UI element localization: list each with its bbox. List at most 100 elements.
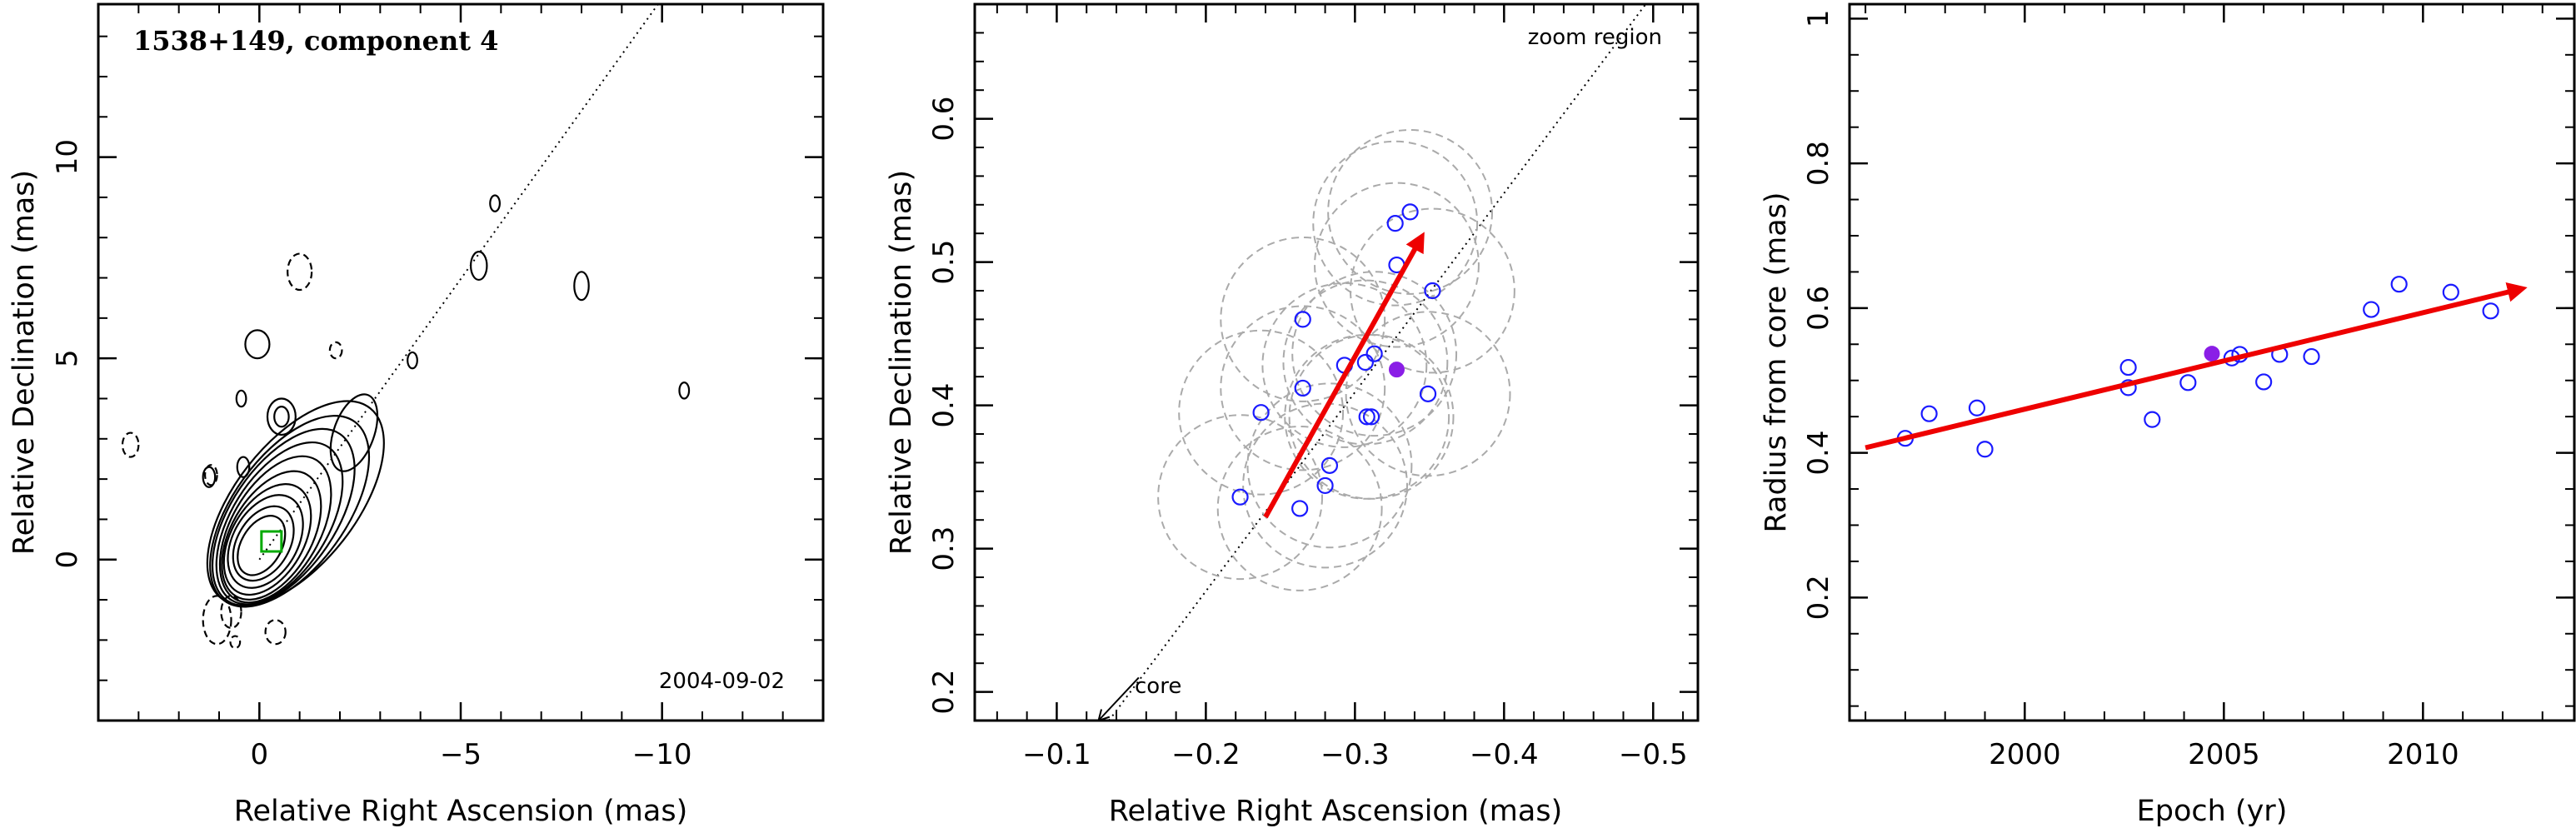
- fit-size-circle: [1220, 305, 1386, 471]
- trend-arrow: [1865, 282, 2528, 451]
- radius-point: [1920, 405, 1938, 422]
- contour: [236, 456, 251, 478]
- contour: [221, 470, 322, 601]
- radius-xtick-label: 2000: [1989, 738, 2061, 771]
- contour: [244, 329, 271, 360]
- map-xtick-label: 0: [251, 738, 269, 771]
- zoom-ytick-label: 0.3: [927, 526, 961, 571]
- panel-zoom-xlabel: Relative Right Ascension (mas): [1109, 795, 1562, 828]
- panel-zoom: −0.1 −0.2 −0.3 −0.4 −0.5 0.2 0.3 0.4 0.5 0.6 zoom…: [885, 2, 1700, 828]
- zoom-ytick-label: 0.4: [927, 383, 961, 428]
- panel-zoom-core-label: core: [1135, 674, 1181, 699]
- position-point: [1294, 379, 1311, 397]
- panel-map-date: 2004-09-02: [659, 669, 785, 694]
- panel-zoom-ylabel: Relative Declination (mas): [885, 170, 918, 555]
- position-point: [1316, 476, 1334, 495]
- radius-point: [2179, 374, 2197, 392]
- zoom-xtick-label: −0.1: [1022, 738, 1091, 771]
- zoom-ytick-label: 0.5: [927, 240, 961, 285]
- zoom-xtick-label: −0.3: [1320, 738, 1390, 771]
- map-ytick-label: 10: [51, 139, 84, 175]
- negative-contour: [229, 635, 242, 650]
- radius-xtick-label: 2005: [2188, 738, 2260, 771]
- panel-radius-frame: [1848, 2, 2576, 722]
- contour: [211, 427, 356, 607]
- jet-axis-line: [258, 3, 659, 561]
- position-point: [1424, 282, 1441, 300]
- zoom-xtick-label: −0.5: [1619, 738, 1688, 771]
- panel-map-title: 1538+149, component 4: [133, 25, 498, 57]
- panel-radius-ylabel: Radius from core (mas): [1760, 192, 1793, 532]
- panel-map: 0 −5 −10 0 5 10 1538+149, component 4 2004-09…: [7, 2, 825, 828]
- zoom-xtick-label: −0.4: [1470, 738, 1539, 771]
- negative-contour: [203, 464, 218, 486]
- contour: [469, 251, 488, 282]
- radius-point: [2303, 347, 2320, 366]
- position-point: [1231, 488, 1249, 506]
- radius-point: [2144, 411, 2161, 428]
- contour: [329, 393, 379, 472]
- radius-ytick-label: 0.4: [1802, 431, 1835, 476]
- fit-size-circle: [1288, 333, 1455, 500]
- fit-size-circle: [1312, 140, 1479, 307]
- panel-radius-xlabel: Epoch (yr): [2137, 795, 2288, 828]
- fit-size-circle: [1327, 128, 1494, 295]
- map-ytick-label: 0: [51, 551, 84, 569]
- fit-size-circle: [1284, 333, 1450, 500]
- position-point: [1362, 408, 1380, 426]
- contour: [489, 194, 501, 212]
- jet-axis-line: [1108, 3, 1647, 721]
- contour: [202, 466, 217, 488]
- map-xtick-label: −10: [632, 738, 692, 771]
- contour: [218, 455, 332, 604]
- position-point: [1358, 408, 1375, 426]
- radius-ytick-label: 1: [1802, 10, 1835, 28]
- position-point: [1401, 203, 1419, 221]
- position-point: [1294, 311, 1311, 328]
- radius-point: [2255, 373, 2273, 391]
- fit-size-circle: [1216, 426, 1383, 591]
- map-ytick-label: 5: [51, 349, 84, 367]
- highlight-radius-point: [2204, 346, 2220, 362]
- position-point: [1356, 353, 1374, 372]
- radius-point: [2442, 283, 2459, 301]
- fit-size-circle: [1314, 182, 1480, 348]
- position-point: [1320, 456, 1339, 474]
- fit-size-circle: [1282, 279, 1449, 446]
- contour: [573, 271, 590, 302]
- radius-point: [2390, 276, 2408, 293]
- panel-zoom-region-label: zoom region: [1528, 25, 1662, 50]
- zoom-ytick-label: 0.2: [927, 670, 961, 715]
- fit-size-circle: [1242, 402, 1409, 569]
- position-point: [1419, 385, 1437, 402]
- contour: [273, 406, 290, 428]
- panel-map-frame: [97, 2, 825, 722]
- negative-contour: [121, 431, 140, 458]
- panel-zoom-frame: [973, 2, 1700, 722]
- position-point: [1365, 345, 1383, 362]
- fit-size-circle: [1178, 329, 1345, 496]
- radius-point: [2363, 301, 2380, 318]
- contour: [222, 483, 312, 596]
- negative-contour: [287, 252, 313, 292]
- highlight-position-point: [1388, 362, 1405, 378]
- radius-ytick-label: 0.2: [1802, 575, 1835, 620]
- fit-size-circle: [1345, 311, 1511, 477]
- negative-contour: [202, 595, 232, 646]
- zoom-ytick-label: 0.6: [927, 97, 961, 142]
- radius-ytick-label: 0.6: [1802, 286, 1835, 331]
- fit-size-circle: [1291, 271, 1458, 437]
- negative-contour: [264, 619, 287, 646]
- radius-xtick-label: 2010: [2387, 738, 2459, 771]
- contour: [232, 505, 295, 582]
- contour: [237, 515, 287, 576]
- fit-size-circle: [1157, 414, 1323, 581]
- negative-contour: [328, 341, 343, 360]
- radius-point: [2482, 302, 2499, 320]
- radius-point: [2119, 358, 2137, 377]
- contour: [206, 400, 385, 606]
- fit-size-circle: [1246, 382, 1413, 549]
- contour: [227, 494, 304, 589]
- contour: [215, 441, 344, 606]
